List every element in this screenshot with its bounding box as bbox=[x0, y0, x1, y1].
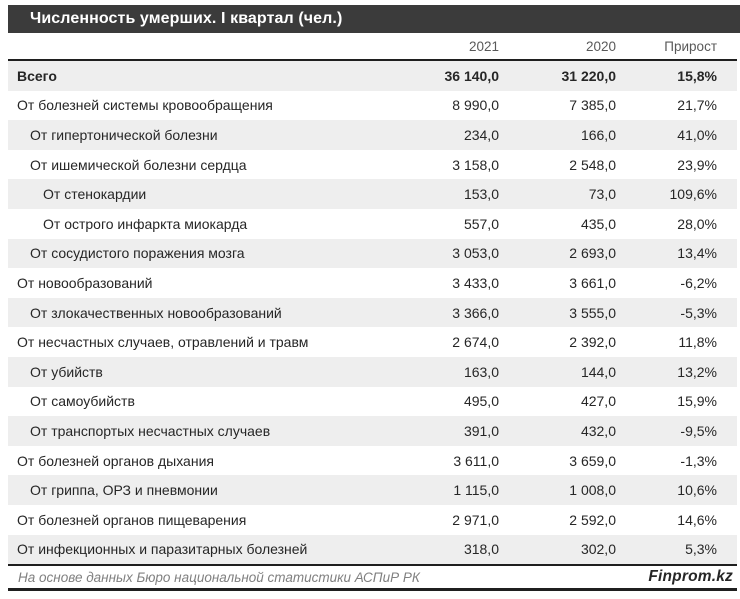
growth-value: 28,0% bbox=[677, 215, 717, 232]
brand-logo-text: Finprom.kz bbox=[648, 568, 733, 585]
column-header-row: 2021 2020 Прирост bbox=[8, 33, 737, 59]
value-2021: 1 115,0 bbox=[453, 482, 499, 499]
value-2021: 318,0 bbox=[463, 541, 499, 558]
table-row: От транспортых несчастных случаев 391,0 43… bbox=[8, 416, 737, 446]
growth-value: 109,6% bbox=[669, 186, 717, 203]
table-row: От гипертонической болезни 234,0 166,0 41,0… bbox=[8, 120, 737, 150]
row-label: От транспортых несчастных случаев bbox=[30, 422, 271, 439]
value-2021: 8 990,0 bbox=[452, 97, 499, 114]
row-label: От ишемической болезни сердца bbox=[30, 156, 247, 173]
row-label: От несчастных случаев, отравлений и трав… bbox=[17, 334, 309, 351]
growth-value: 15,8% bbox=[677, 67, 717, 84]
row-label: От самоубийств bbox=[30, 393, 135, 410]
growth-value: -9,5% bbox=[680, 422, 717, 439]
value-2020: 2 693,0 bbox=[569, 245, 616, 262]
table-row: От инфекционных и паразитарных болезней 3… bbox=[8, 534, 737, 565]
column-header-growth: Прирост bbox=[664, 38, 717, 54]
growth-value: -1,3% bbox=[680, 452, 717, 469]
growth-value: 5,3% bbox=[685, 541, 717, 558]
growth-value: 10,6% bbox=[677, 482, 717, 499]
footer: На основе данных Бюро национальной стати… bbox=[8, 566, 737, 588]
row-label: От новообразований bbox=[17, 274, 153, 291]
value-2020: 144,0 bbox=[580, 363, 616, 380]
bottom-border bbox=[8, 588, 737, 591]
value-2020: 2 592,0 bbox=[569, 511, 616, 528]
footer-divider bbox=[8, 564, 737, 566]
row-label: От инфекционных и паразитарных болезней bbox=[17, 541, 308, 558]
growth-value: 15,9% bbox=[677, 393, 717, 410]
value-2020: 7 385,0 bbox=[569, 97, 616, 114]
row-label: От болезней органов пищеварения bbox=[17, 511, 247, 528]
row-label: От болезней органов дыхания bbox=[17, 452, 214, 469]
table-row: От новообразований 3 433,0 3 661,0 -6,2% bbox=[8, 268, 737, 298]
value-2021: 3 366,0 bbox=[452, 304, 499, 321]
source-note: На основе данных Бюро национальной стати… bbox=[18, 569, 420, 585]
column-header-2020: 2020 bbox=[585, 38, 616, 54]
row-label: От стенокардии bbox=[43, 186, 147, 203]
table-row: От болезней системы кровообращения 8 990,… bbox=[8, 90, 737, 121]
column-header-2021: 2021 bbox=[468, 38, 499, 54]
value-2020: 3 555,0 bbox=[569, 304, 616, 321]
value-2020: 427,0 bbox=[580, 393, 616, 410]
growth-value: 23,9% bbox=[677, 156, 717, 173]
value-2021: 391,0 bbox=[463, 422, 499, 439]
table-row: От стенокардии 153,0 73,0 109,6% bbox=[8, 179, 737, 209]
growth-value: 13,4% bbox=[677, 245, 717, 262]
value-2020: 2 548,0 bbox=[569, 156, 616, 173]
row-label: От убийств bbox=[30, 363, 103, 380]
value-2020: 432,0 bbox=[580, 422, 616, 439]
value-2021: 36 140,0 bbox=[444, 67, 500, 84]
growth-value: -5,3% bbox=[680, 304, 717, 321]
table-row: От болезней органов дыхания 3 611,0 3 659,… bbox=[8, 445, 737, 476]
row-label: От гриппа, ОРЗ и пневмонии bbox=[30, 482, 218, 499]
table-row: От сосудистого поражения мозга 3 053,0 2 6… bbox=[8, 238, 737, 269]
value-2020: 435,0 bbox=[580, 215, 616, 232]
value-2021: 163,0 bbox=[463, 363, 499, 380]
row-label: От гипертонической болезни bbox=[30, 126, 218, 143]
value-2021: 557,0 bbox=[463, 215, 499, 232]
value-2020: 3 659,0 bbox=[569, 452, 616, 469]
title-bar: Численность умерших. I квартал (чел.) bbox=[8, 5, 740, 33]
table-row: От несчастных случаев, отравлений и трав… bbox=[8, 327, 737, 357]
table-row: От злокачественных новообразований 3 366,… bbox=[8, 297, 737, 328]
value-2020: 302,0 bbox=[580, 541, 616, 558]
growth-value: 21,7% bbox=[677, 97, 717, 114]
value-2021: 2 971,0 bbox=[452, 511, 499, 528]
row-label: От острого инфаркта миокарда bbox=[43, 215, 248, 232]
value-2020: 3 661,0 bbox=[569, 274, 616, 291]
table-row: Всего 36 140,0 31 220,0 15,8% bbox=[8, 61, 737, 91]
value-2021: 3 053,0 bbox=[452, 245, 499, 262]
table-row: От болезней органов пищеварения 2 971,0 2 … bbox=[8, 504, 737, 535]
growth-value: 11,8% bbox=[678, 334, 717, 351]
growth-value: -6,2% bbox=[680, 274, 717, 291]
table-row: От самоубийств 495,0 427,0 15,9% bbox=[8, 386, 737, 417]
row-label: От сосудистого поражения мозга bbox=[30, 245, 245, 262]
value-2021: 495,0 bbox=[463, 393, 499, 410]
growth-value: 41,0% bbox=[677, 126, 717, 143]
growth-value: 13,2% bbox=[677, 363, 717, 380]
row-label: От болезней системы кровообращения bbox=[17, 97, 273, 114]
value-2021: 3 611,0 bbox=[453, 452, 499, 469]
table-body: Всего 36 140,0 31 220,0 15,8% От болезней си… bbox=[8, 61, 737, 565]
value-2021: 234,0 bbox=[463, 126, 499, 143]
header-divider bbox=[8, 59, 737, 61]
table-row: От гриппа, ОРЗ и пневмонии 1 115,0 1 008,0… bbox=[8, 475, 737, 505]
value-2021: 153,0 bbox=[463, 186, 499, 203]
value-2021: 2 674,0 bbox=[452, 334, 499, 351]
table-row: От ишемической болезни сердца 3 158,0 2 54… bbox=[8, 149, 737, 180]
table-row: От убийств 163,0 144,0 13,2% bbox=[8, 356, 737, 387]
value-2021: 3 433,0 bbox=[452, 274, 499, 291]
value-2020: 1 008,0 bbox=[569, 482, 616, 499]
value-2020: 31 220,0 bbox=[561, 67, 617, 84]
value-2020: 166,0 bbox=[580, 126, 616, 143]
value-2020: 73,0 bbox=[588, 186, 616, 203]
row-label: Всего bbox=[17, 67, 57, 84]
page-title: Численность умерших. I квартал (чел.) bbox=[30, 10, 343, 27]
value-2021: 3 158,0 bbox=[452, 156, 499, 173]
growth-value: 14,6% bbox=[677, 511, 717, 528]
table-row: От острого инфаркта миокарда 557,0 435,0 28… bbox=[8, 208, 737, 239]
row-label: От злокачественных новообразований bbox=[30, 304, 282, 321]
value-2020: 2 392,0 bbox=[569, 334, 616, 351]
